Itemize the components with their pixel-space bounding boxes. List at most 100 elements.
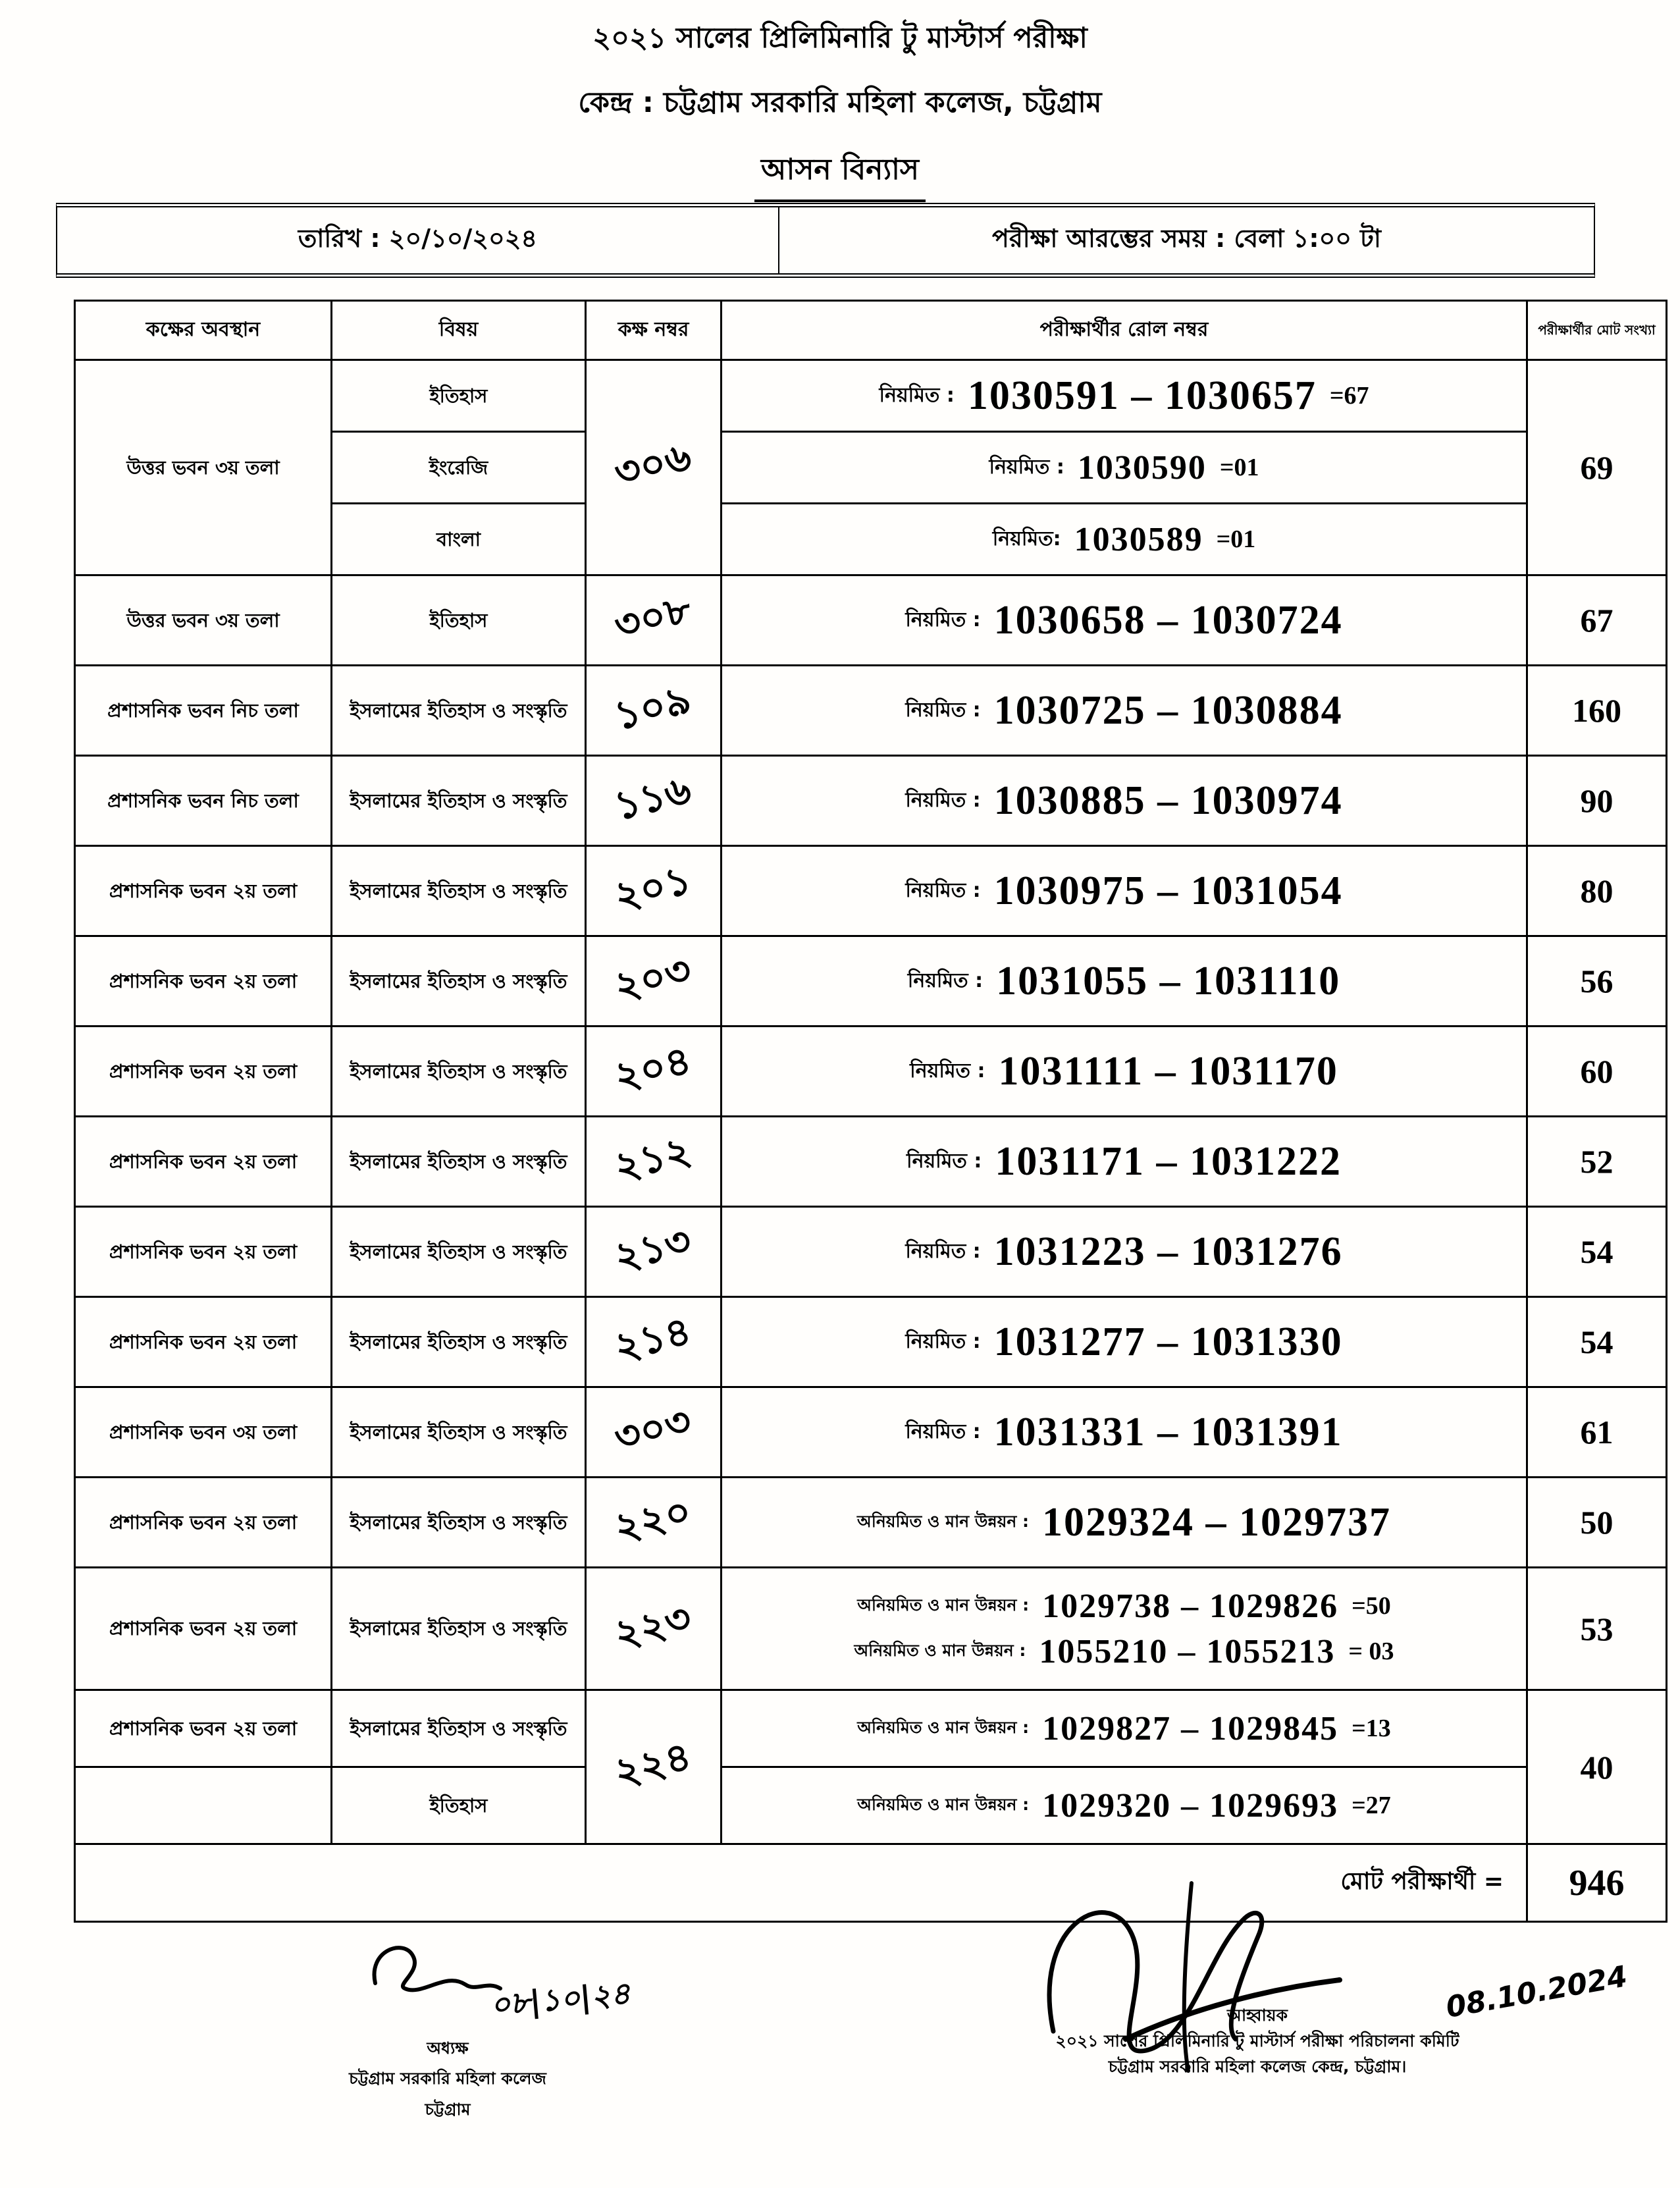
- table-row: বাংলা নিয়মিত: 1030589 =01: [75, 502, 1667, 576]
- location-cell: প্রশাসনিক ভবন নিচ তলা: [74, 755, 332, 847]
- subtitle-seat-plan: আসন বিন্যাস: [754, 147, 926, 202]
- total-count: 52: [1526, 1115, 1667, 1208]
- subject-cell: ইসলামের ইতিহাস ও সংস্কৃতি: [330, 1025, 587, 1117]
- principal-block: অধ্যক্ষ চট্টগ্রাম সরকারি মহিলা কলেজ চট্ট…: [276, 2033, 619, 2125]
- table-row: প্রশাসনিক ভবন ২য় তলা ইসলামের ইতিহাস ও স…: [74, 1296, 1667, 1388]
- table-row: প্রশাসনিক ভবন ২য় তলা ইসলামের ইতিহাস ও স…: [74, 935, 1667, 1027]
- subject-cell: ইতিহাস: [330, 1766, 587, 1845]
- subtitle-wrap: আসন বিন্যাস: [0, 147, 1680, 202]
- total-count: 61: [1526, 1386, 1667, 1478]
- subject-cell: ইসলামের ইতিহাস ও সংস্কৃতি: [330, 664, 587, 757]
- total-count: 50: [1526, 1476, 1667, 1568]
- col-header-roll: পরীক্ষার্থীর রোল নম্বর: [720, 300, 1528, 361]
- exam-start-time: পরীক্ষা আরম্ভের সময় : বেলা ১:০০ টা: [992, 224, 1381, 253]
- roll-range: নিয়মিত :1031055 – 1031110: [720, 935, 1528, 1027]
- total-count: 54: [1526, 1296, 1667, 1388]
- subject-cell: ইসলামের ইতিহাস ও সংস্কৃতি: [330, 1476, 587, 1568]
- location-cell: প্রশাসনিক ভবন ২য় তলা: [74, 1476, 332, 1568]
- subject-cell: বাংলা: [330, 502, 587, 576]
- roll-range: অনিয়মিত ও মান উন্নয়ন :1029320 – 102969…: [720, 1766, 1528, 1845]
- location-cell: প্রশাসনিক ভবন ২য় তলা: [74, 1025, 332, 1117]
- subject-cell: ইসলামের ইতিহাস ও সংস্কৃতি: [330, 935, 587, 1027]
- subject-cell: ইসলামের ইতিহাস ও সংস্কৃতি: [330, 1296, 587, 1388]
- roll-range: নিয়মিত :1031171 – 1031222: [720, 1115, 1528, 1208]
- seating-table: কক্ষের অবস্থান বিষয় কক্ষ নম্বর পরীক্ষার…: [74, 300, 1667, 1923]
- location-cell: প্রশাসনিক ভবন ২য় তলা: [74, 1566, 332, 1691]
- roll-range: অনিয়মিত ও মান উন্নয়ন :1029324 – 102973…: [720, 1476, 1528, 1568]
- date-time-box: তারিখ : ২০/১০/২০২৪ পরীক্ষা আরম্ভের সময় …: [56, 203, 1595, 278]
- location-cell: প্রশাসনিক ভবন ২য় তলা: [74, 1296, 332, 1388]
- room-number: ৩০৩: [585, 1386, 722, 1478]
- room-number: ২২০: [585, 1476, 722, 1568]
- roll-range: নিয়মিত :1030885 – 1030974: [720, 755, 1528, 847]
- total-count: 160: [1526, 664, 1667, 757]
- principal-role: অধ্যক্ষ: [427, 2039, 469, 2058]
- principal-org: চট্টগ্রাম সরকারি মহিলা কলেজ: [349, 2069, 546, 2089]
- subject-cell: ইসলামের ইতিহাস ও সংস্কৃতি: [330, 1689, 587, 1768]
- room-number: ২১৪: [585, 1296, 722, 1388]
- col-header-subject: বিষয়: [330, 300, 587, 361]
- page-title: ২০২১ সালের প্রিলিমিনারি টু মাস্টার্স পরী…: [592, 22, 1088, 55]
- room-number: ২১৩: [585, 1206, 722, 1298]
- table-row: উত্তর ভবন ৩য় তলা ইতিহাস ৩০৮ নিয়মিত :10…: [74, 574, 1667, 666]
- subject-cell: ইতিহাস: [330, 359, 587, 433]
- grand-total-row: মোট পরীক্ষার্থী = 946: [74, 1843, 1667, 1923]
- total-count: 90: [1526, 755, 1667, 847]
- roll-range: নিয়মিত :1031223 – 1031276: [720, 1206, 1528, 1298]
- room-number: ৩০৮: [585, 574, 722, 666]
- table-row: প্রশাসনিক ভবন ২য় তলা ইসলামের ইতিহাস ও স…: [74, 1476, 1667, 1568]
- table-row: ইতিহাস অনিয়মিত ও মান উন্নয়ন :1029320 –…: [74, 1766, 1667, 1845]
- roll-range: নিয়মিত :1031331 – 1031391: [720, 1386, 1528, 1478]
- subject-cell: ইসলামের ইতিহাস ও সংস্কৃতি: [330, 845, 587, 937]
- location-cell: প্রশাসনিক ভবন ৩য় তলা: [74, 1386, 332, 1478]
- room-number: ২০৪: [585, 1025, 722, 1117]
- signature-left-icon: [372, 1946, 502, 1992]
- grand-total-value: 946: [1526, 1843, 1667, 1923]
- total-count: 53: [1526, 1566, 1667, 1691]
- convener-block: আহ্বায়ক ২০২১ সালের প্রিলিমিনারি টু মাস্…: [941, 2003, 1573, 2079]
- subject-cell: ইতিহাস: [330, 574, 587, 666]
- location-cell-empty: [74, 1766, 332, 1845]
- location-cell: প্রশাসনিক ভবন ২য় তলা: [74, 1206, 332, 1298]
- table-row: প্রশাসনিক ভবন ২য় তলা ইসলামের ইতিহাস ও স…: [74, 1689, 1667, 1845]
- total-count: 54: [1526, 1206, 1667, 1298]
- total-count: 56: [1526, 935, 1667, 1027]
- table-row: প্রশাসনিক ভবন নিচ তলা ইসলামের ইতিহাস ও স…: [74, 755, 1667, 847]
- room-number: ২২৩: [585, 1566, 722, 1691]
- subject-cell: ইসলামের ইতিহাস ও সংস্কৃতি: [330, 1566, 587, 1691]
- location-cell: প্রশাসনিক ভবন ২য় তলা: [74, 845, 332, 937]
- convener-center: চট্টগ্রাম সরকারি মহিলা কলেজ কেন্দ্র, চট্…: [1108, 2056, 1407, 2076]
- table-row: ইংরেজি নিয়মিত :1030590 =01: [75, 431, 1667, 504]
- convener-role: আহ্বায়ক: [1227, 2006, 1288, 2025]
- table-header-row: কক্ষের অবস্থান বিষয় কক্ষ নম্বর পরীক্ষার…: [74, 300, 1667, 361]
- total-count: 40: [1526, 1689, 1667, 1845]
- room-number: ২০১: [585, 845, 722, 937]
- roll-range: অনিয়মিত ও মান উন্নয়ন :1029738 – 102982…: [720, 1566, 1528, 1691]
- subject-cell: ইসলামের ইতিহাস ও সংস্কৃতি: [330, 1386, 587, 1478]
- table-row: প্রশাসনিক ভবন ২য় তলা ইসলামের ইতিহাস ও স…: [74, 1025, 1667, 1117]
- roll-range: অনিয়মিত ও মান উন্নয়ন :1029827 – 102984…: [720, 1689, 1528, 1768]
- table-row: প্রশাসনিক ভবন ২য় তলা ইসলামের ইতিহাস ও স…: [74, 1206, 1667, 1298]
- center-name: কেন্দ্র : চট্টগ্রাম সরকারি মহিলা কলেজ, চ…: [578, 86, 1102, 119]
- subject-cell: ইসলামের ইতিহাস ও সংস্কৃতি: [330, 1115, 587, 1208]
- location-cell: প্রশাসনিক ভবন ২য় তলা: [74, 935, 332, 1027]
- room-number: ২২৪: [585, 1689, 722, 1845]
- room-number: ২১২: [585, 1115, 722, 1208]
- roll-range: নিয়মিত :1030590 =01: [720, 431, 1528, 504]
- roll-range: নিয়মিত :1031111 – 1031170: [720, 1025, 1528, 1117]
- table-row: প্রশাসনিক ভবন ২য় তলা ইসলামের ইতিহাস ও স…: [74, 845, 1667, 937]
- table-row: উত্তর ভবন ৩য় তলা ইতিহাস ৩০৬ নিয়মিত :10…: [74, 359, 1667, 576]
- col-header-total: পরীক্ষার্থীর মোট সংখ্যা: [1526, 300, 1667, 361]
- principal-city: চট্টগ্রাম: [425, 2099, 471, 2119]
- roll-range: নিয়মিত :1031277 – 1031330: [720, 1296, 1528, 1388]
- subject-cell: ইসলামের ইতিহাস ও সংস্কৃতি: [330, 1206, 587, 1298]
- room-number: ১১৬: [585, 755, 722, 847]
- grand-total-label: মোট পরীক্ষার্থী =: [74, 1843, 1528, 1923]
- roll-range: নিয়মিত :1030725 – 1030884: [720, 664, 1528, 757]
- col-header-room: কক্ষ নম্বর: [585, 300, 722, 361]
- col-header-location: কক্ষের অবস্থান: [74, 300, 332, 361]
- total-count: 60: [1526, 1025, 1667, 1117]
- subject-cell: ইংরেজি: [330, 431, 587, 504]
- location-cell: প্রশাসনিক ভবন ২য় তলা: [74, 1689, 332, 1768]
